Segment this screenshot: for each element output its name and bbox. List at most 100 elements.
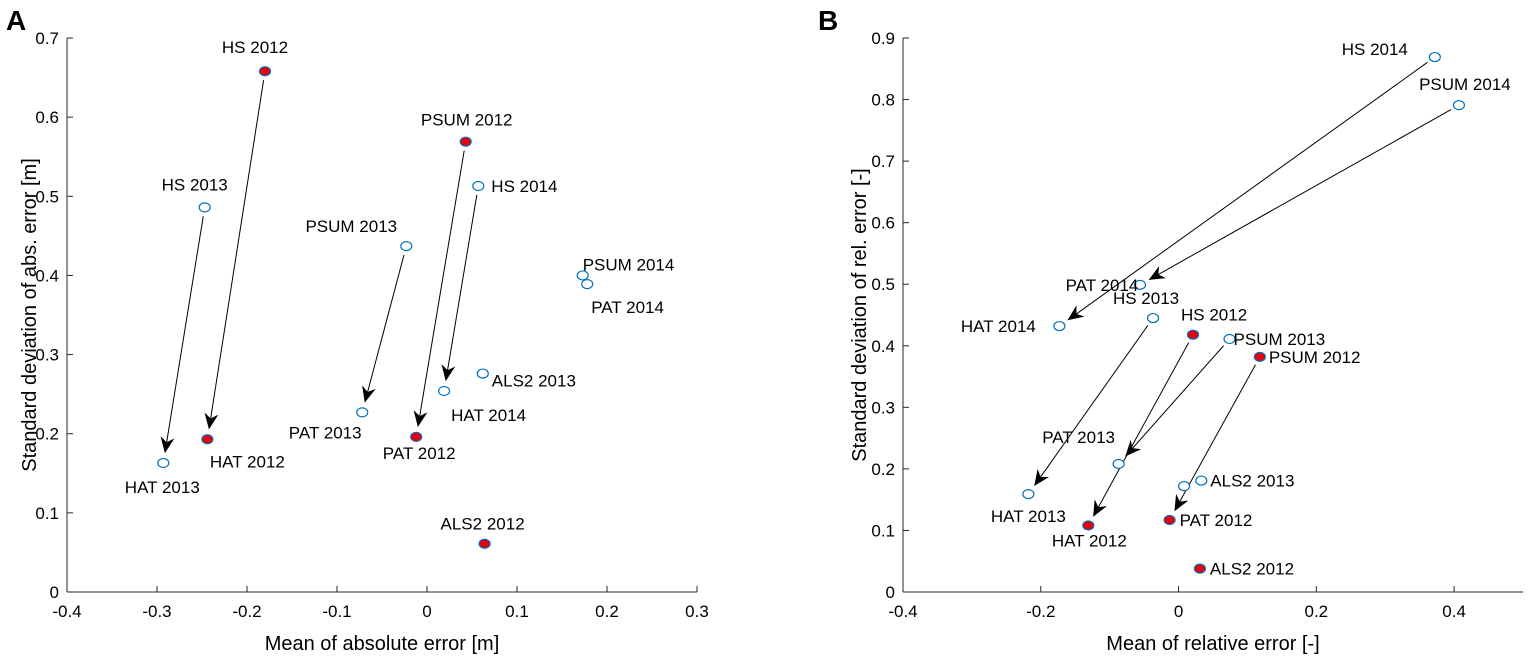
point-als2-2013-b bbox=[1177, 481, 1191, 492]
point-als2-2012 bbox=[1193, 563, 1207, 574]
x-tick-label: 0.4 bbox=[1442, 602, 1466, 621]
x-tick-label: 0.1 bbox=[505, 602, 529, 621]
y-tick-label: 0.5 bbox=[871, 275, 895, 294]
y-tick-label: 0.5 bbox=[35, 187, 59, 206]
point-als2-2013 bbox=[1195, 475, 1208, 486]
point-als2-2013 bbox=[476, 368, 489, 379]
arrow-hs-2012-to-hat-2012 bbox=[1093, 342, 1190, 517]
y-tick-label: 0.4 bbox=[871, 337, 895, 356]
point-label-hs-2013: HS 2013 bbox=[1113, 289, 1179, 308]
point-label-pat-2012: PAT 2012 bbox=[383, 444, 456, 463]
arrow-hs-2014-to-hat-2014 bbox=[441, 194, 478, 382]
y-tick-label: 0.9 bbox=[871, 29, 895, 48]
point-hat-2013 bbox=[1022, 489, 1035, 500]
panel-b: B -0.4 -0.2 0 0.2 0.4 0 0.1 0.2 0.3 0.4 0.5 0.6 0.7 0.… bbox=[818, 5, 1523, 655]
arrow-hs-2013-to-hat-2013 bbox=[1034, 325, 1149, 486]
y-tick-label: 0.2 bbox=[871, 460, 895, 479]
point-hat-2014 bbox=[1053, 320, 1066, 332]
x-tick-label: 0.3 bbox=[685, 602, 709, 621]
point-label-hat-2012: HAT 2012 bbox=[1052, 532, 1127, 551]
x-tick-label: -0.3 bbox=[142, 602, 171, 621]
y-tick-label: 0 bbox=[50, 583, 59, 602]
point-label-als2-2013: ALS2 2013 bbox=[1210, 472, 1294, 491]
arrow-psum-2012-to-pat-2012 bbox=[413, 150, 465, 428]
y-axis-label: Standard deviation of abs. error [m] bbox=[19, 158, 41, 472]
point-label-pat-2014: PAT 2014 bbox=[591, 298, 664, 317]
panel-a: A -0.4 -0.3 -0.2 -0.1 0 0.1 0.2 0.3 0 0.1 0.2 0.3 0.4… bbox=[6, 5, 709, 655]
point-label-psum-2012: PSUM 2012 bbox=[421, 111, 513, 130]
point-label-hat-2013: HAT 2013 bbox=[125, 478, 200, 497]
point-hs-2012 bbox=[1186, 329, 1200, 340]
point-pat-2014 bbox=[581, 279, 594, 290]
point-label-hat-2014: HAT 2014 bbox=[961, 317, 1036, 336]
point-psum-2013 bbox=[1223, 333, 1236, 345]
point-label-als2-2012: ALS2 2012 bbox=[1210, 560, 1294, 579]
point-label-als2-2013: ALS2 2013 bbox=[492, 372, 576, 391]
arrow-hs-2013-to-hat-2013 bbox=[160, 216, 204, 454]
point-label-psum-2012: PSUM 2012 bbox=[1269, 348, 1361, 367]
x-tick-label: 0.2 bbox=[1305, 602, 1329, 621]
point-label-psum-2014: PSUM 2014 bbox=[1419, 75, 1511, 94]
x-tick-label: -0.4 bbox=[52, 602, 81, 621]
point-pat-2012 bbox=[410, 431, 423, 442]
point-hs-2014 bbox=[472, 180, 485, 192]
point-psum-2013 bbox=[400, 241, 413, 252]
point-label-hs-2013: HS 2013 bbox=[162, 175, 228, 194]
point-hs-2013 bbox=[198, 202, 211, 213]
panel-letter: B bbox=[818, 5, 838, 36]
y-tick-label: 0.7 bbox=[35, 29, 59, 48]
point-label-pat-2014: PAT 2014 bbox=[1066, 276, 1139, 295]
point-label-hs-2012: HS 2012 bbox=[222, 38, 288, 57]
point-pat-2014 bbox=[1133, 279, 1147, 290]
x-tick-label: 0 bbox=[422, 602, 431, 621]
point-psum-2014 bbox=[1452, 99, 1466, 111]
arrow-hs-2014-to-hat-2014 bbox=[1067, 61, 1428, 321]
point-als2-2012 bbox=[478, 538, 491, 549]
point-psum-2014 bbox=[576, 270, 589, 281]
point-psum-2012 bbox=[1253, 351, 1266, 362]
y-tick-label: 0.7 bbox=[871, 152, 895, 171]
point-hs-2013 bbox=[1146, 312, 1160, 324]
point-hat-2013 bbox=[157, 457, 170, 469]
point-label-als2-2012: ALS2 2012 bbox=[441, 515, 525, 534]
x-tick-label: -0.2 bbox=[1026, 602, 1055, 621]
y-tick-label: 0.1 bbox=[871, 521, 895, 540]
y-tick-label: 0.3 bbox=[35, 346, 59, 365]
point-hat-2012 bbox=[1082, 520, 1095, 531]
arrow-psum-2013-to-pat-2013 bbox=[362, 254, 405, 403]
x-axis-label: Mean of relative error [-] bbox=[1106, 633, 1319, 655]
y-tick-label: 0.2 bbox=[35, 425, 59, 444]
x-tick-label: -0.4 bbox=[888, 602, 917, 621]
x-tick-label: -0.1 bbox=[322, 602, 351, 621]
x-axis-label: Mean of absolute error [m] bbox=[265, 633, 500, 655]
y-tick-label: 0.3 bbox=[871, 398, 895, 417]
y-axis-label: Standard deviation of rel. error [-] bbox=[849, 168, 871, 461]
point-label-pat-2012: PAT 2012 bbox=[1180, 511, 1253, 530]
point-psum-2012 bbox=[459, 136, 472, 147]
panel-letter: A bbox=[6, 5, 26, 36]
point-label-hs-2012: HS 2012 bbox=[1181, 306, 1247, 325]
y-tick-label: 0.6 bbox=[871, 214, 895, 233]
arrow-psum-2013-to-pat-2013 bbox=[1125, 345, 1224, 457]
point-label-psum-2014: PSUM 2014 bbox=[583, 255, 675, 274]
point-label-hs-2014: HS 2014 bbox=[491, 177, 557, 196]
point-label-hat-2012: HAT 2012 bbox=[210, 452, 285, 471]
point-hs-2014 bbox=[1428, 51, 1441, 63]
point-label-psum-2013: PSUM 2013 bbox=[1234, 330, 1326, 349]
x-tick-label: -0.2 bbox=[232, 602, 261, 621]
point-label-pat-2013: PAT 2013 bbox=[1042, 428, 1115, 447]
point-hs-2012 bbox=[258, 66, 272, 77]
point-hat-2012 bbox=[201, 434, 214, 445]
y-tick-label: 0.8 bbox=[871, 91, 895, 110]
point-label-hat-2013: HAT 2013 bbox=[991, 507, 1066, 526]
point-pat-2013 bbox=[356, 407, 369, 418]
point-label-hat-2014: HAT 2014 bbox=[451, 406, 526, 425]
point-pat-2013 bbox=[1112, 458, 1125, 470]
point-label-hs-2014: HS 2014 bbox=[1342, 40, 1408, 59]
x-tick-label: 0 bbox=[1174, 602, 1183, 621]
y-tick-label: 0.4 bbox=[35, 266, 59, 285]
point-pat-2012 bbox=[1163, 514, 1176, 526]
arrow-psum-2014-to-pat-2014 bbox=[1148, 109, 1452, 280]
